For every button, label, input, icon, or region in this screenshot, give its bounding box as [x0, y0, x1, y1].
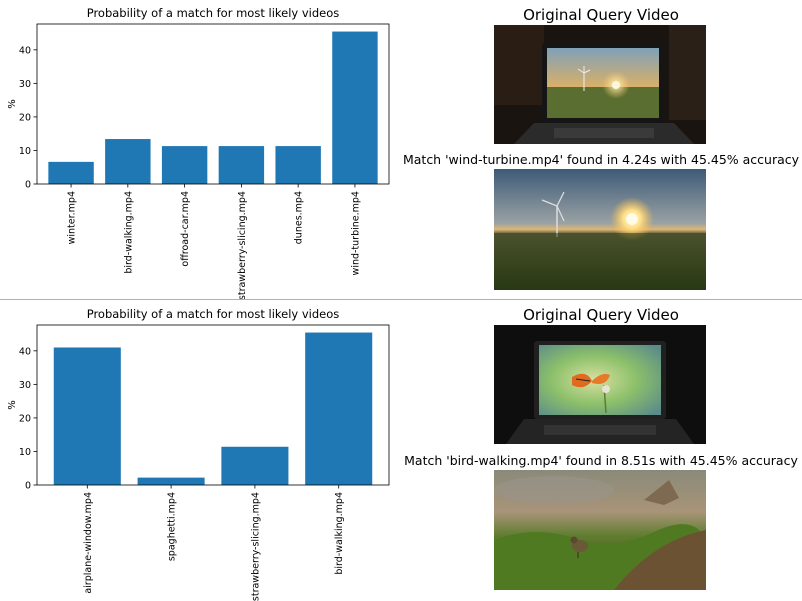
bar-offroad-car-mp4 [161, 146, 208, 184]
bird-on-grass-photo [494, 470, 706, 590]
x-tick-label: bird-walking.mp4 [334, 492, 345, 575]
y-tick-label: 30 [19, 79, 31, 90]
x-tick-label: spaghetti.mp4 [167, 492, 178, 561]
chart-1: Probability of a match for most likely v… [7, 6, 390, 300]
match-caption-1: Match 'wind-turbine.mp4' found in 4.24s … [402, 152, 800, 167]
x-tick-label: wind-turbine.mp4 [350, 191, 361, 275]
y-tick-label: 20 [19, 413, 31, 424]
x-tick-label: winter.mp4 [67, 191, 78, 244]
y-tick-label: 10 [19, 447, 31, 458]
bar-bird-walking-mp4 [305, 332, 373, 485]
query-title-1: Original Query Video [523, 6, 679, 24]
bar-winter-mp4 [48, 161, 94, 184]
x-tick-label: airplane-window.mp4 [83, 492, 94, 594]
plot-frame [36, 23, 390, 185]
bar-airplane-window-mp4 [53, 347, 121, 485]
y-tick-label: 30 [19, 380, 31, 391]
y-axis-label: % [7, 99, 18, 109]
query-title-2: Original Query Video [523, 306, 679, 324]
bar-strawberry-slicing-mp4 [221, 446, 289, 485]
y-tick-label: 40 [19, 346, 31, 357]
x-tick-label: offroad-car.mp4 [180, 191, 191, 267]
bar-spaghetti-mp4 [137, 477, 205, 485]
query-video-frame-1 [494, 25, 706, 144]
x-tick-label: strawberry-slicing.mp4 [237, 191, 248, 300]
y-tick-label: 20 [19, 112, 31, 123]
y-tick-label: 10 [19, 146, 31, 157]
y-tick-label: 0 [25, 180, 31, 191]
bar-wind-turbine-mp4 [332, 31, 378, 185]
x-tick-label: bird-walking.mp4 [123, 191, 134, 274]
match-video-frame-1 [494, 169, 706, 290]
match-video-frame-2 [494, 470, 706, 590]
y-tick-label: 40 [19, 45, 31, 56]
wind-turbine-sunset-photo [494, 169, 706, 290]
bar-bird-walking-mp4 [105, 139, 151, 184]
x-tick-label: dunes.mp4 [294, 191, 305, 244]
plot-frame [36, 324, 390, 486]
query-video-frame-2 [494, 325, 706, 444]
laptop-sunset-turbine-photo [494, 25, 706, 144]
y-tick-label: 0 [25, 481, 31, 492]
bar-dunes-mp4 [275, 146, 321, 184]
x-tick-label: strawberry-slicing.mp4 [250, 492, 261, 601]
match-caption-2: Match 'bird-walking.mp4' found in 8.51s … [404, 453, 798, 468]
laptop-butterfly-photo [494, 325, 706, 444]
chart-title: Probability of a match for most likely v… [87, 307, 340, 321]
y-axis-label: % [7, 400, 18, 410]
panel-divider [0, 299, 802, 300]
bar-strawberry-slicing-mp4 [218, 146, 265, 184]
chart-title: Probability of a match for most likely v… [87, 6, 340, 20]
chart-2: Probability of a match for most likely v… [7, 307, 390, 601]
